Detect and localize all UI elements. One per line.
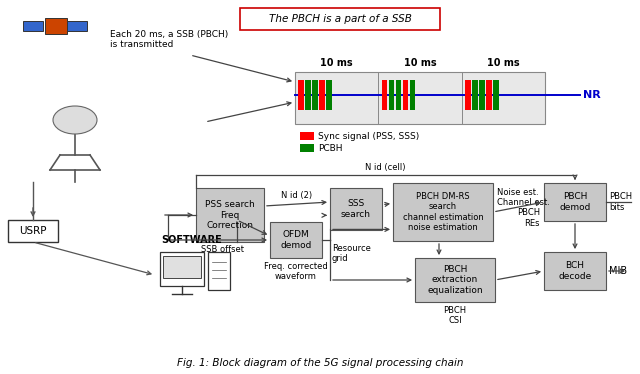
Text: SSS
search: SSS search — [341, 199, 371, 219]
Text: MIB: MIB — [609, 266, 627, 276]
Text: 10 ms: 10 ms — [321, 58, 353, 68]
Text: PBCH
REs: PBCH REs — [517, 208, 540, 227]
Bar — [415, 258, 495, 302]
Bar — [544, 183, 606, 221]
Bar — [312, 80, 318, 110]
Bar — [330, 188, 382, 230]
Bar — [393, 183, 493, 241]
Text: PBCH
extraction
equalization: PBCH extraction equalization — [427, 265, 483, 295]
Text: 10 ms: 10 ms — [487, 58, 520, 68]
Bar — [479, 80, 484, 110]
Text: PBCH
demod: PBCH demod — [559, 192, 591, 212]
Bar — [160, 252, 204, 286]
Text: Freq. corrected
waveform: Freq. corrected waveform — [264, 262, 328, 281]
Text: Noise est.
Channel est.: Noise est. Channel est. — [497, 188, 550, 207]
Ellipse shape — [53, 106, 97, 134]
Bar — [388, 80, 394, 110]
Text: NR: NR — [583, 91, 601, 100]
Text: SOFTWARE: SOFTWARE — [162, 235, 222, 245]
Text: USRP: USRP — [19, 226, 47, 236]
Bar — [300, 132, 314, 140]
Bar — [544, 252, 606, 290]
Bar — [298, 80, 304, 110]
Bar — [396, 80, 401, 110]
Text: PBCH
CSI: PBCH CSI — [444, 306, 467, 325]
Bar — [8, 220, 58, 242]
Text: N id (2): N id (2) — [282, 191, 312, 200]
Bar — [319, 80, 325, 110]
Bar — [305, 80, 311, 110]
Text: SSB offset: SSB offset — [201, 245, 244, 254]
Bar — [403, 80, 408, 110]
Bar — [381, 80, 387, 110]
Text: OFDM
demod: OFDM demod — [280, 230, 312, 250]
Text: Sync signal (PSS, SSS): Sync signal (PSS, SSS) — [318, 132, 419, 141]
Bar — [208, 252, 230, 290]
Text: BCH
decode: BCH decode — [558, 261, 591, 281]
Text: Fig. 1: Block diagram of the 5G signal processing chain: Fig. 1: Block diagram of the 5G signal p… — [177, 358, 463, 368]
Bar — [270, 222, 322, 258]
Text: PBCH DM-RS
search
channel estimation
noise estimation: PBCH DM-RS search channel estimation noi… — [403, 192, 483, 232]
Text: PCBH: PCBH — [318, 144, 342, 153]
Bar — [410, 80, 415, 110]
Text: N id (cell): N id (cell) — [365, 163, 406, 172]
Bar — [486, 80, 492, 110]
Bar — [196, 188, 264, 242]
Bar — [326, 80, 332, 110]
Bar — [493, 80, 499, 110]
Text: 10 ms: 10 ms — [404, 58, 436, 68]
Text: Each 20 ms, a SSB (PBCH)
is transmitted: Each 20 ms, a SSB (PBCH) is transmitted — [110, 30, 228, 49]
Bar — [295, 72, 545, 124]
Bar — [163, 256, 201, 278]
Bar — [472, 80, 477, 110]
Bar — [465, 80, 470, 110]
Text: Resource
grid: Resource grid — [332, 244, 371, 263]
Text: The PBCH is a part of a SSB: The PBCH is a part of a SSB — [269, 14, 412, 24]
Text: PBCH
bits: PBCH bits — [609, 192, 632, 212]
Bar — [23, 21, 43, 31]
Bar — [45, 18, 67, 34]
Bar — [67, 21, 87, 31]
Bar — [300, 144, 314, 152]
Text: PSS search
Freq
Correction: PSS search Freq Correction — [205, 200, 255, 230]
Bar — [240, 8, 440, 30]
